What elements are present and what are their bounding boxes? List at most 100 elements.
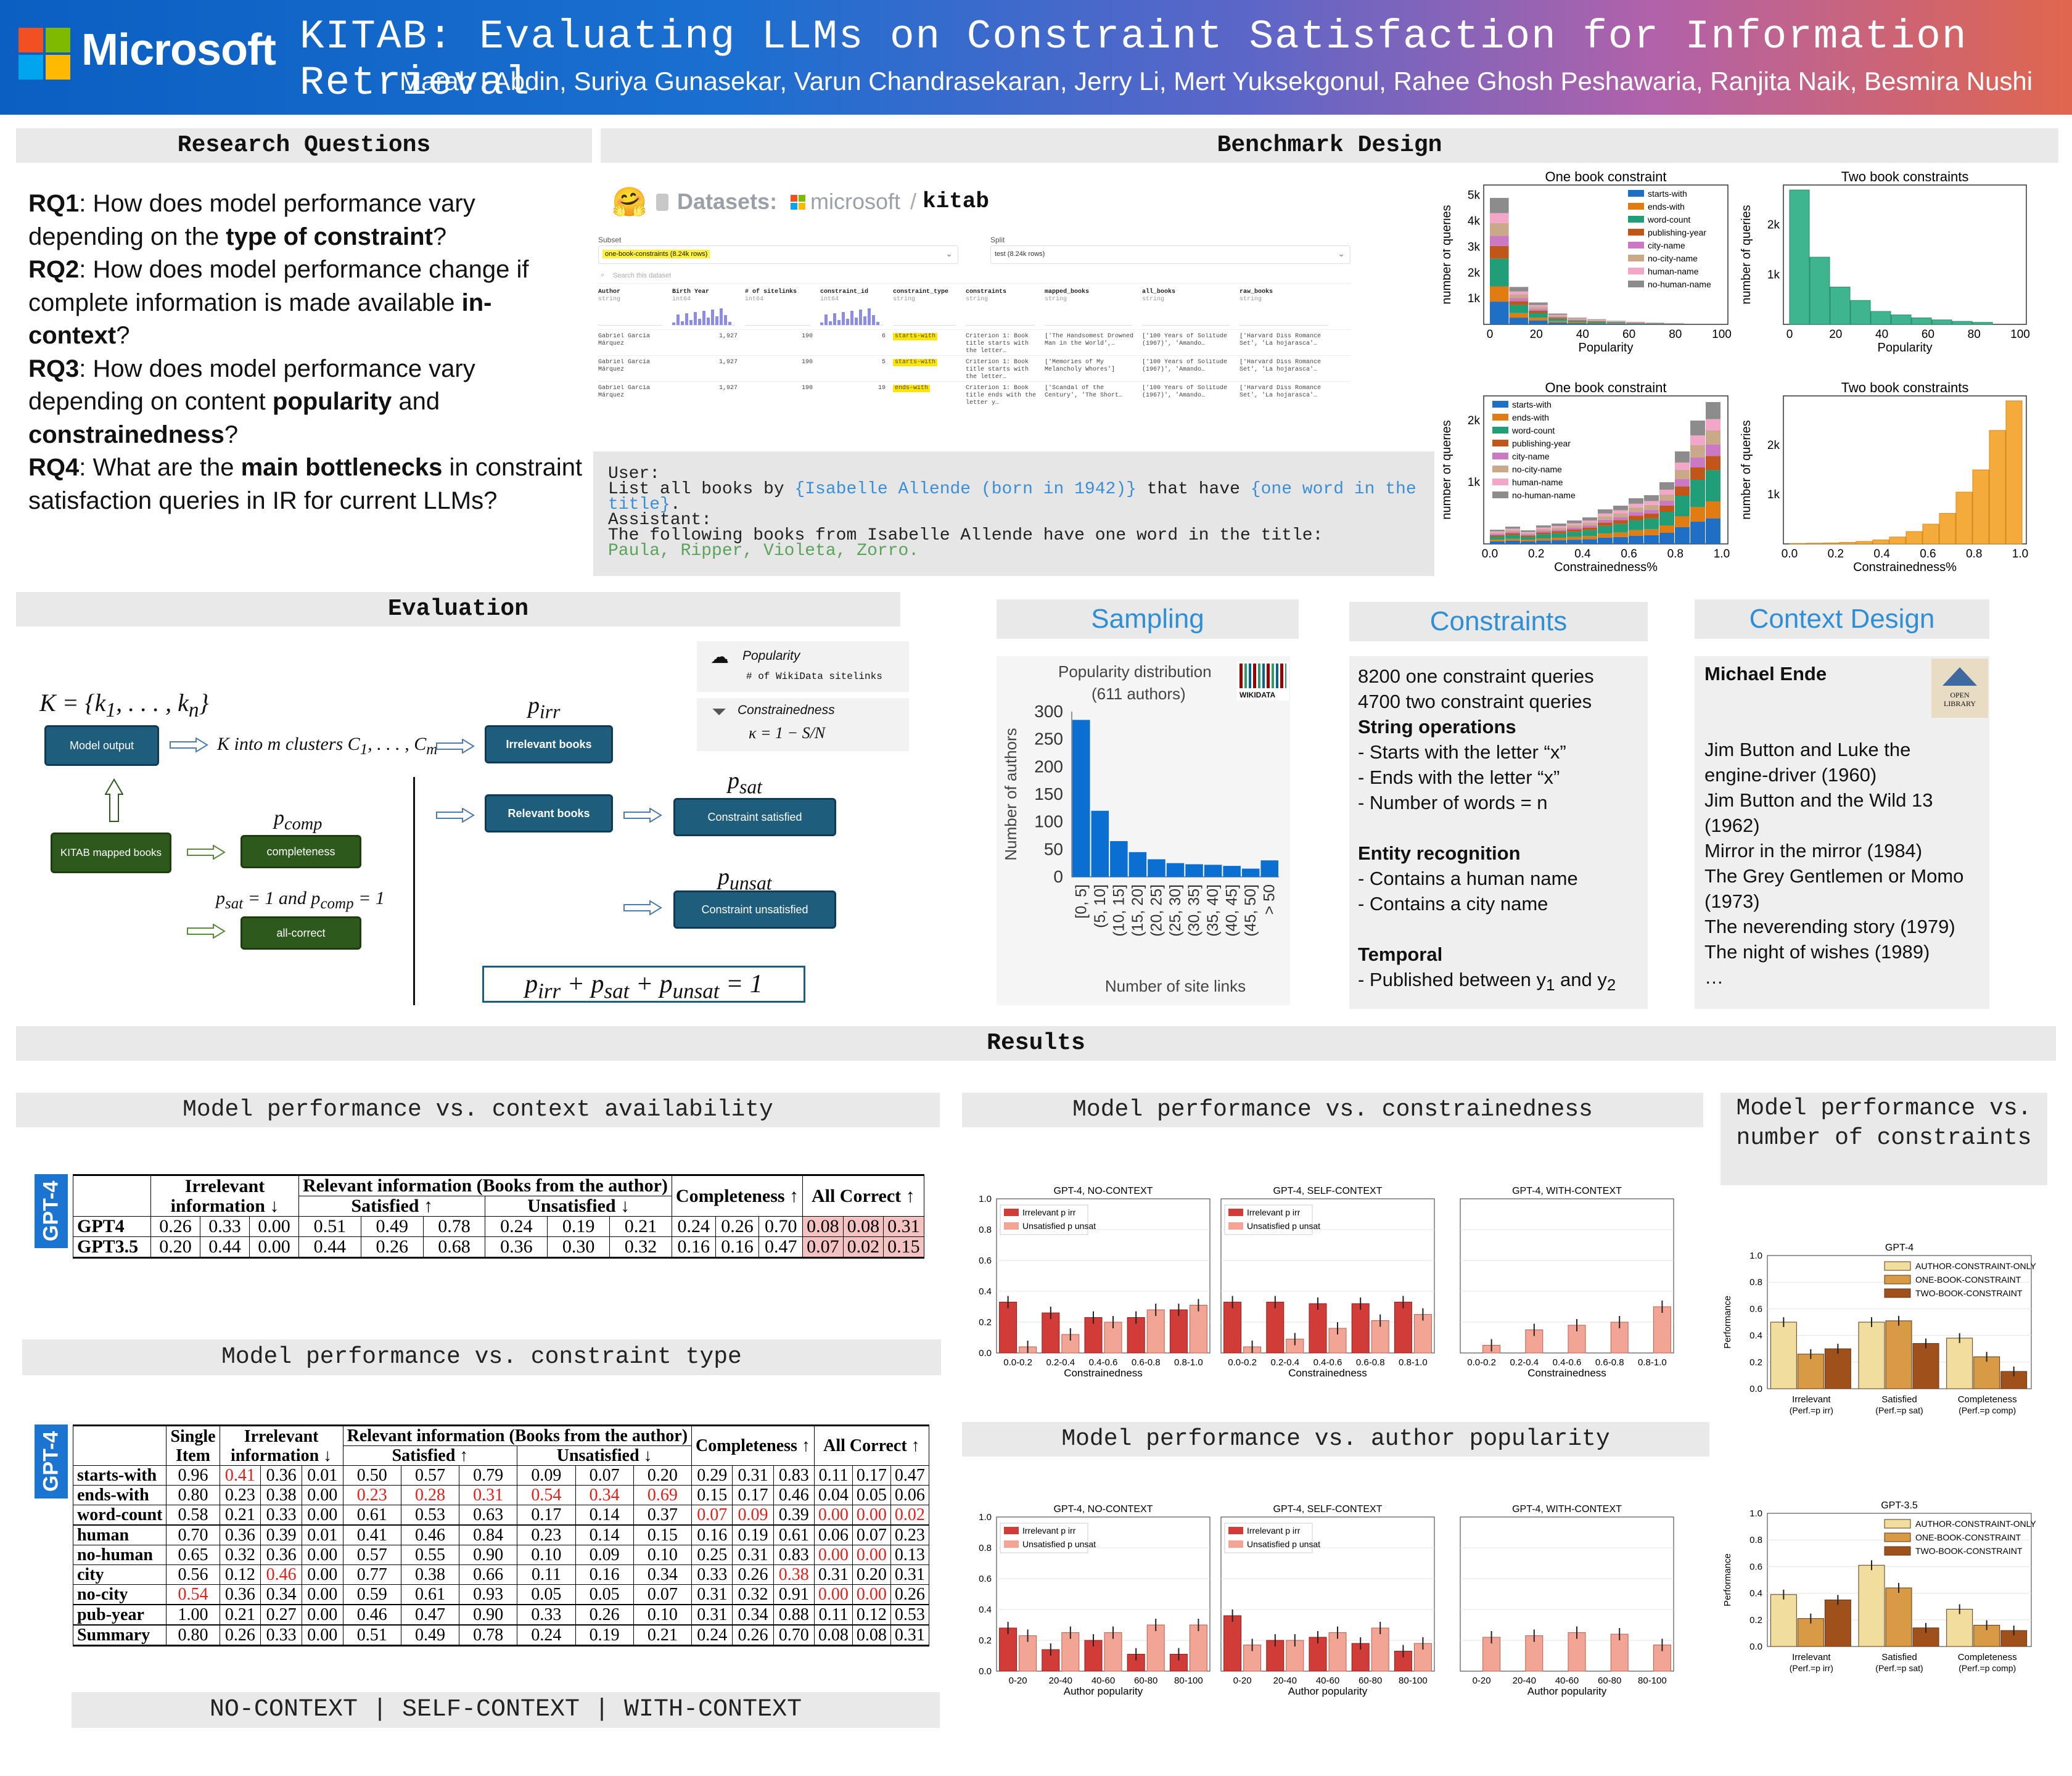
table-cell: 0.00 [301,1564,343,1585]
dataset-column-type: int64 [672,296,691,303]
x-tick-label: 60 [1922,328,1934,341]
histogram-bar [872,315,875,325]
string-ops-heading: String operations [1358,716,1516,738]
dataset-column-header: mapped_books [1045,289,1090,295]
table-cell: 0.33 [260,1624,302,1646]
x-tick-label: Satisfied [1881,1652,1917,1663]
entity-city: - Contains a city name [1358,893,1548,915]
x-tick-label: 0-20 [1009,1675,1027,1686]
rq1: RQ1: How does model performance vary dep… [28,190,475,250]
dataset-name[interactable]: kitab [923,189,990,214]
table-cell: 0.20 [633,1465,693,1486]
stacked-bar-segment [1529,309,1548,311]
stacked-bar-segment [1567,536,1582,540]
table-cell: 0.34 [633,1564,693,1585]
table-cell: 0.47 [758,1236,804,1258]
constraint-type-badge: ends-with [893,385,931,392]
y-tick-label: 150 [1034,784,1063,804]
x-tick-label: (20, 25] [1148,884,1165,937]
stacked-bar-segment [1613,513,1628,517]
split-select[interactable]: test (8.24k rows) ⌄ [990,245,1350,264]
stacked-bar-segment [1548,321,1568,323]
stacked-bar-segment [1675,496,1690,516]
x-tick-label: (35, 40] [1204,884,1222,937]
stacked-bar-segment [1568,320,1587,321]
constraint-count-2: 4700 two constraint queries [1358,691,1592,712]
header-completeness: Completeness ↑ [691,1425,815,1466]
stacked-bar-segment [1536,531,1551,533]
stacked-bar-segment [1598,522,1613,526]
y-tick-label: 50 [1044,839,1063,858]
legend-swatch [1492,491,1508,498]
histogram-bar [868,308,871,325]
dataset-search[interactable]: ⌕ Search this dataset [598,269,1350,284]
x-tick-label: 0.4 [1574,548,1591,561]
x-tick-label: 0 [1786,328,1793,341]
chart-frame [996,1198,1211,1354]
table-cell: 0.00 [813,1584,853,1605]
author-popularity-charts: GPT-4, NO-CONTEXT 0.0 0.2 0.4 0.6 0.8 1.0 0-20 2… [979,1504,1674,1697]
stacked-bar-segment [1626,321,1645,323]
x-tick-label: 0.8 [1966,548,1982,561]
y-axis-label: number of queries [1740,205,1753,304]
hugging-face-icon: 🤗 [612,186,648,218]
legend-swatch [1884,1261,1911,1271]
x-tick-label: 20-40 [1049,1675,1072,1686]
stacked-bar-segment [1490,245,1509,259]
y-axis-label: number of queries [1443,205,1453,304]
dataset-column-header: raw_books [1240,289,1273,295]
legend-swatch [1492,440,1508,446]
histogram-bar [685,313,688,325]
arrow-right-icon [436,739,475,754]
row-name: GPT4 [73,1216,151,1237]
x-tick-label: 60-80 [1359,1675,1382,1686]
table-cell: 0.44 [298,1236,361,1258]
bar [1912,1343,1939,1389]
dataset-column-type: string [1045,296,1067,303]
two-book-constrainedness-chart: Two book constraints 0.0 0.2 0.4 0.6 0.8 1.0 Co… [1740,380,2028,574]
legend-label: Irrelevant p irr [1022,1526,1076,1536]
bar-unsatisfied [1568,1632,1586,1672]
x-tick-label: 20 [1530,328,1543,341]
dataset-cell: starts-with [893,333,958,354]
x-tick-label: 0-20 [1473,1675,1491,1686]
legend-label: human-name [1648,266,1699,276]
context-book: … [1704,966,1724,988]
stacked-bar-segment [1529,305,1548,307]
row-name: no-city [72,1584,167,1605]
y-tick-label: 0 [1053,867,1063,886]
table-cell: 0.09 [732,1505,774,1526]
stacked-bar-segment [1613,532,1628,537]
stacked-bar-segment [1521,540,1536,542]
context-author: Michael Ende [1704,663,1827,684]
histogram-bar [842,312,845,325]
probability-equation: pirr + psat + punsat = 1 [482,966,805,1003]
table-cell: 0.31 [691,1584,733,1605]
stacked-bar-segment [1490,197,1509,213]
legend-label: no-human-name [1512,490,1576,500]
dataset-cell: 190 [801,385,813,392]
legend-label: Unsatisfied p unsat [1022,1539,1096,1549]
x-tick-label: 20 [1829,328,1842,341]
dataset-org[interactable]: microsoft [810,189,901,214]
stacked-bar-segment [1690,480,1705,507]
table-cell: 0.66 [459,1564,518,1585]
table-cell: 0.32 [609,1236,672,1258]
dataset-cell: starts-with [893,359,958,380]
stacked-bar-segment [1598,533,1613,538]
column-histogram [598,307,662,326]
table-cell: 0.05 [517,1584,576,1605]
subset-select[interactable]: one-book-constraints (8.24k rows) ⌄ [598,245,958,264]
y-tick-label: 250 [1034,730,1063,749]
arrow-right-icon [187,924,226,939]
x-axis-label: Author popularity [1527,1685,1607,1697]
header-relevant: Relevant information (Books from the aut… [342,1425,693,1446]
dataset-cell: Gabriel García Márquez [598,333,651,347]
stacked-bar-segment [1613,536,1628,544]
histogram-bar [681,321,684,325]
constraint-type-table: Single Item Irrelevant information ↓ Relev… [72,1424,929,1646]
table-cell: 0.49 [360,1216,424,1237]
stacked-bar-segment [1659,525,1674,533]
dataset-column-header: constraint_id [820,289,869,295]
bar [1797,1354,1824,1389]
